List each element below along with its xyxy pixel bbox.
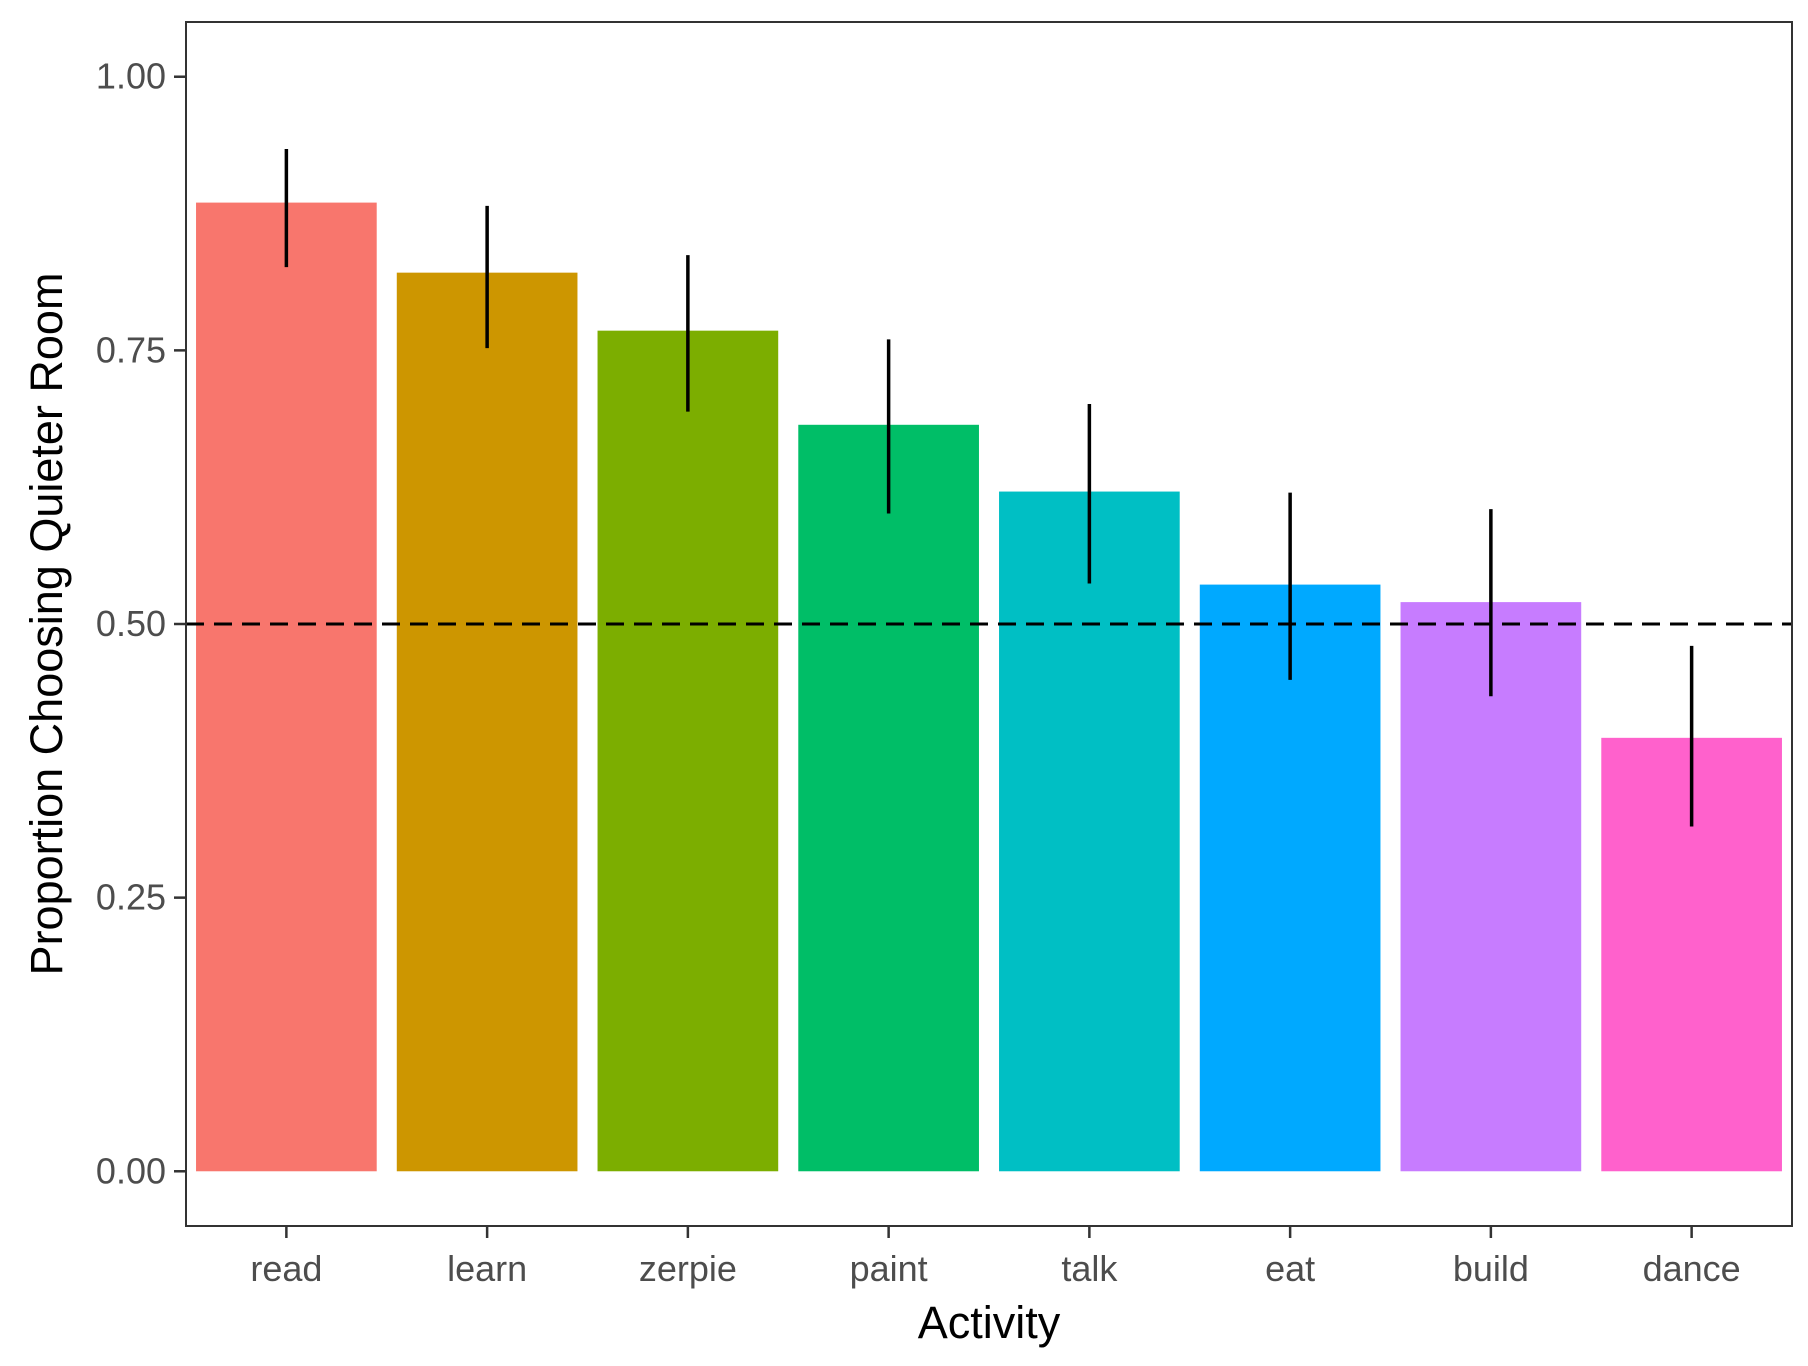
bars-layer (196, 202, 1782, 1172)
bar-zerpie (597, 330, 779, 1172)
bar-paint (798, 424, 979, 1172)
bar-learn (396, 272, 578, 1172)
x-tick-label: read (250, 1248, 322, 1289)
y-axis: 0.00 0.25 0.50 0.75 1.00 (96, 56, 186, 1191)
x-axis: read learn zerpie paint talk eat build dance (250, 1226, 1741, 1289)
y-tick-label: 0.50 (96, 603, 166, 644)
y-tick-label: 0.00 (96, 1150, 166, 1191)
bar-eat (1199, 584, 1381, 1172)
x-tick-label: dance (1643, 1248, 1741, 1289)
y-axis-title: Proportion Choosing Quieter Room (21, 273, 72, 976)
x-tick-label: paint (850, 1248, 928, 1289)
y-tick-label: 0.75 (96, 329, 166, 370)
bar-talk (999, 491, 1180, 1172)
error-bars-layer (284, 148, 1694, 827)
y-tick-label: 0.25 (96, 877, 166, 918)
y-tick-label: 1.00 (96, 56, 166, 97)
x-tick-label: eat (1265, 1248, 1315, 1289)
x-tick-label: zerpie (639, 1248, 737, 1289)
x-tick-label: talk (1061, 1248, 1118, 1289)
x-axis-title: Activity (918, 1297, 1061, 1348)
bar-build (1400, 602, 1582, 1172)
bar-read (196, 202, 377, 1172)
x-tick-label: learn (447, 1248, 527, 1289)
x-tick-label: build (1453, 1248, 1529, 1289)
